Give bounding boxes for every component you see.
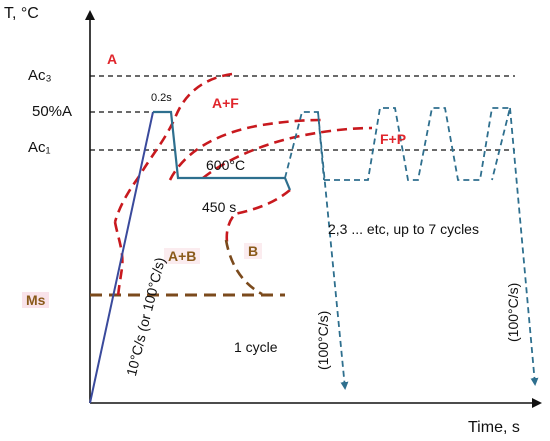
phase-ferrite-pearlite-label: F+P [380, 131, 407, 147]
phase-austenite-label: A [107, 51, 118, 67]
half-austenite-label: 50%A [32, 103, 73, 120]
isothermal-time-label: 450 s [202, 199, 237, 215]
heating-line [89, 111, 154, 404]
hold-time-label: 0.2s [151, 92, 172, 104]
bainite-start-boundary [113, 221, 124, 301]
multi-cycle-profile [324, 107, 512, 181]
ms-label: Ms [22, 292, 50, 308]
last-cooling-rate-label: (100°C/s) [505, 282, 521, 342]
pearlite-boundary-upper [168, 118, 323, 181]
first-cooling-rate-label: (100°C/s) [315, 310, 331, 370]
single-cycle-label: 1 cycle [234, 339, 278, 355]
pearlite-boundary-lower [202, 126, 373, 180]
bainite-boundary [224, 239, 263, 296]
first-cycle-cooling [317, 111, 349, 390]
isothermal-temperature-label: 600°C [206, 157, 246, 173]
multi-cycle-label: 2,3 ... etc, up to 7 cycles [328, 221, 479, 237]
ferrite-pearlite-nose [225, 189, 291, 243]
phase-bainite-label: B [244, 243, 263, 259]
y-axis-label: T, °C [4, 5, 39, 22]
phase-austenite-ferrite-label: A+F [212, 95, 239, 111]
phase-austenite-bainite-label: A+B [164, 248, 201, 264]
ac3-label: Ac₃ [28, 67, 52, 84]
last-cycle-cooling [509, 107, 539, 386]
first-cycle-reheat [284, 111, 325, 181]
austenite-ferrite-boundary [113, 72, 233, 223]
x-axis-label: Time, s [468, 419, 520, 436]
first-cycle-profile [153, 110, 292, 191]
ac1-label: Ac₁ [28, 139, 51, 156]
